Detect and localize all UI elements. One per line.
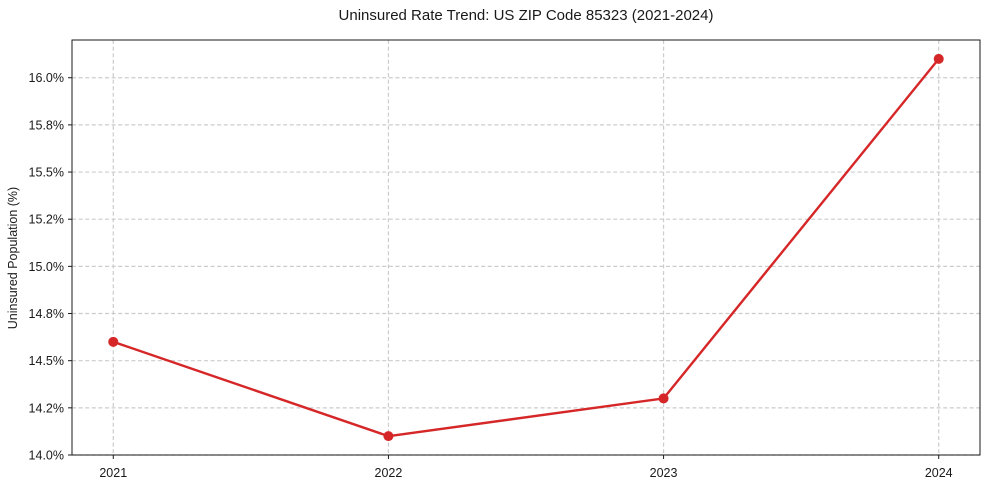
data-point-2024: [933, 53, 944, 64]
y-tick-label: 15.0%: [29, 260, 64, 274]
x-tick-label: 2024: [925, 466, 953, 480]
x-tick-label: 2023: [650, 466, 678, 480]
y-tick-label: 15.8%: [29, 118, 64, 132]
chart-title: Uninsured Rate Trend: US ZIP Code 85323 …: [338, 7, 714, 24]
y-tick-label: 16.0%: [29, 71, 64, 85]
y-tick-label: 14.0%: [29, 449, 64, 463]
x-tick-label: 2022: [375, 466, 403, 480]
trend-line: [112, 57, 940, 438]
y-tick-label: 15.5%: [29, 166, 64, 180]
y-tick-label: 14.2%: [29, 401, 64, 415]
y-tick-label: 14.5%: [29, 354, 64, 368]
x-tick-label: 2021: [99, 466, 127, 480]
data-point-2023: [658, 393, 669, 404]
y-tick-label: 15.2%: [29, 213, 64, 227]
data-point-2021: [108, 336, 119, 347]
plot-border: [71, 39, 981, 456]
data-point-2022: [383, 431, 394, 442]
y-tick-label: 14.8%: [29, 307, 64, 321]
